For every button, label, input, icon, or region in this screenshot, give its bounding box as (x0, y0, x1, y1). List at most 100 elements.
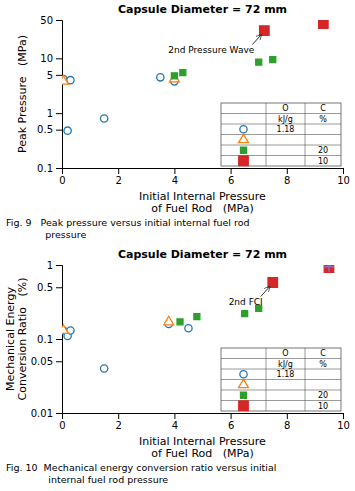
series (324, 265, 334, 272)
tick: 1 (47, 108, 62, 119)
tick-label: 5 (47, 70, 53, 81)
y-axis-title: Mechanical EnergyConversion Ratio (%) (4, 278, 29, 401)
point (324, 265, 334, 272)
tick-mark (118, 413, 119, 419)
plot-area: 02468100.10.51510502nd Pressure WaveOCkJ… (37, 15, 350, 186)
legend-cell: C (320, 349, 326, 358)
tick-mark (118, 168, 119, 174)
point (100, 115, 107, 122)
legend-cell: % (319, 115, 327, 124)
tick-label: 2 (116, 175, 122, 186)
point (242, 311, 248, 317)
tick: 0.1 (37, 334, 62, 345)
tick: 0 (59, 168, 65, 186)
point (256, 59, 262, 65)
caption: Fig. 9 Peak pressure versus initial inte… (6, 217, 250, 240)
x-axis-title: Initial Internal Pressureof Fuel Rod (MP… (139, 190, 266, 215)
legend-rule (221, 379, 341, 380)
tick-label: 0.05 (31, 356, 53, 367)
tick-label: 1 (47, 108, 53, 119)
legend-rule (266, 348, 267, 411)
point (171, 73, 177, 79)
tick: 0 (59, 413, 65, 431)
legend-cell: 1.18 (277, 370, 295, 379)
tick-label: 0.01 (31, 408, 53, 419)
tick-mark (56, 20, 62, 21)
tick-label: 50 (40, 15, 53, 26)
text-line: of Fuel Rod (MPa) (151, 202, 253, 215)
tick-label: 8 (284, 420, 290, 431)
tick-label: 1 (47, 260, 53, 271)
tick-label: 10 (337, 420, 350, 431)
legend-cell: 10 (318, 402, 328, 411)
tick-mark (56, 413, 62, 414)
annotation: 2nd Pressure Wave (168, 45, 254, 55)
point (62, 76, 68, 85)
point (100, 365, 107, 372)
caption: Fig. 10 Mechanical energy conversion rat… (6, 462, 276, 485)
text-line: Conversion Ratio (%) (16, 278, 29, 401)
legend-symbol (239, 156, 248, 165)
legend-symbol (239, 134, 249, 143)
tick-label: 0.5 (37, 282, 53, 293)
tick: 8 (284, 413, 290, 431)
tick: 0.5 (37, 282, 62, 293)
tick: 4 (172, 413, 178, 431)
series (62, 316, 174, 333)
tick-label: 10 (337, 175, 350, 186)
tick: 10 (337, 413, 350, 431)
x-axis: 0 2 4 6 8 10 (59, 168, 350, 186)
legend-cell: 20 (318, 146, 328, 155)
point (180, 70, 186, 76)
legend-cell: O (282, 349, 288, 358)
legend-cell: 1.18 (277, 125, 295, 134)
series (268, 265, 334, 287)
point (64, 127, 71, 134)
chart-title: Capsule Diameter = 72 mm (118, 248, 287, 261)
series (62, 73, 179, 84)
text-line: of Fuel Rod (MPa) (151, 447, 253, 460)
legend-rule (221, 134, 341, 135)
tick: 0.05 (31, 356, 62, 367)
tick-mark (56, 361, 62, 362)
text-line: Peak Pressure (MPa) (16, 35, 29, 153)
tick: 6 (228, 413, 234, 431)
legend-symbol (240, 126, 247, 133)
annotation: 2nd FCI (229, 297, 263, 307)
legend-rule (266, 103, 267, 166)
legend-cell: 10 (318, 157, 328, 166)
tick-mark (56, 168, 62, 169)
point (270, 57, 276, 63)
tick: 8 (284, 168, 290, 186)
chart-title: Capsule Diameter = 72 mm (118, 3, 287, 16)
tick: 10 (337, 168, 350, 186)
series (62, 74, 178, 135)
tick-label: 0 (59, 420, 65, 431)
tick-label: 0.1 (37, 334, 53, 345)
legend-cell: % (319, 360, 327, 369)
tick: 4 (172, 168, 178, 186)
tick: 0.1 (37, 163, 62, 174)
chart-panel: 02468100.10.51510502nd Pressure WaveOCkJ… (6, 3, 350, 240)
page: 02468100.10.51510502nd Pressure WaveOCkJ… (0, 0, 355, 491)
tick-mark (343, 168, 344, 174)
x-axis: 0 2 4 6 8 10 (59, 413, 350, 431)
axis-line (63, 414, 344, 420)
legend-symbol (241, 147, 247, 153)
point (177, 319, 183, 325)
tick: 2 (116, 413, 122, 431)
tick-label: 4 (172, 420, 178, 431)
tick: 2 (116, 168, 122, 186)
text-line: pressure (6, 229, 86, 240)
tick-mark (56, 339, 62, 340)
tick-label: 8 (284, 175, 290, 186)
point (164, 316, 174, 325)
annotation-arrow (252, 35, 261, 45)
tick: 50 (40, 15, 62, 26)
axis-line (63, 169, 344, 175)
legend-cell: 20 (318, 391, 328, 400)
point (157, 74, 164, 81)
text-line: Fig. 9 Peak pressure versus initial inte… (6, 217, 250, 228)
tick: 6 (228, 168, 234, 186)
tick: 5 (47, 70, 62, 81)
